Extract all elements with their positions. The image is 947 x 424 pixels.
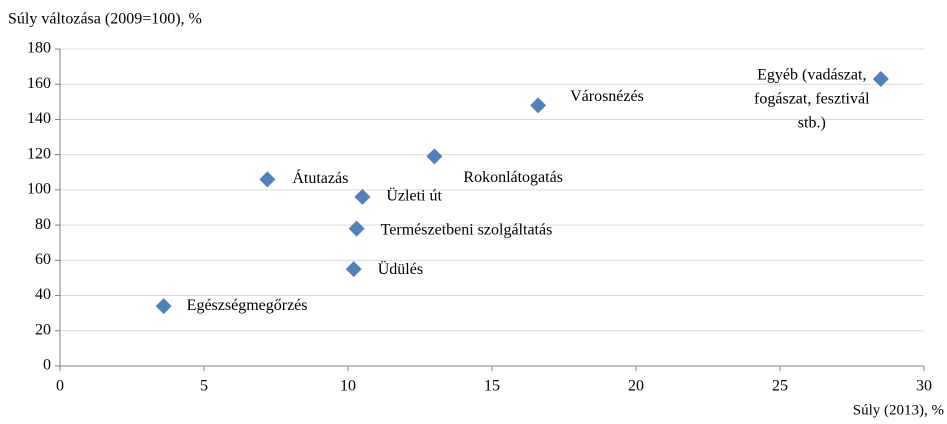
point-label: Természetbeni szolgáltatás bbox=[381, 221, 553, 238]
y-tick-label: 40 bbox=[35, 286, 51, 303]
point-label: Rokonlátogatás bbox=[463, 169, 563, 186]
y-tick-label: 100 bbox=[27, 181, 51, 198]
point-label: Üzleti út bbox=[386, 187, 442, 205]
y-tick-label: 120 bbox=[27, 145, 51, 162]
point-label: stb.) bbox=[798, 115, 826, 132]
point-label: Egészségmegőrzés bbox=[187, 297, 308, 314]
x-axis-label: Súly (2013), % bbox=[853, 402, 944, 418]
marker bbox=[259, 171, 276, 188]
marker bbox=[155, 298, 172, 315]
point-label: fogászat, fesztivál bbox=[754, 91, 870, 108]
x-tick-label: 30 bbox=[916, 378, 932, 395]
marker bbox=[530, 97, 547, 114]
marker bbox=[354, 188, 371, 205]
point-label: Városnézés bbox=[570, 88, 644, 105]
x-tick-label: 20 bbox=[628, 378, 644, 395]
x-tick-label: 0 bbox=[56, 378, 64, 395]
x-tick-label: 5 bbox=[200, 378, 208, 395]
marker bbox=[872, 70, 889, 87]
y-tick-label: 160 bbox=[27, 75, 51, 92]
marker bbox=[345, 261, 362, 278]
y-tick-label: 20 bbox=[35, 321, 51, 338]
y-tick-label: 60 bbox=[35, 251, 51, 268]
point-label: Átutazás bbox=[292, 168, 348, 187]
x-tick-label: 25 bbox=[772, 378, 788, 395]
y-tick-label: 180 bbox=[27, 40, 51, 57]
x-tick-label: 10 bbox=[340, 378, 356, 395]
point-label: Üdülés bbox=[378, 260, 423, 278]
x-tick-label: 15 bbox=[484, 378, 500, 395]
y-tick-label: 0 bbox=[43, 357, 51, 374]
chart-title: Súly változása (2009=100), % bbox=[8, 11, 202, 28]
marker bbox=[348, 220, 365, 237]
y-tick-label: 140 bbox=[27, 110, 51, 127]
marker bbox=[426, 148, 443, 165]
y-tick-label: 80 bbox=[35, 216, 51, 233]
point-label: Egyéb (vadászat, bbox=[757, 67, 866, 84]
